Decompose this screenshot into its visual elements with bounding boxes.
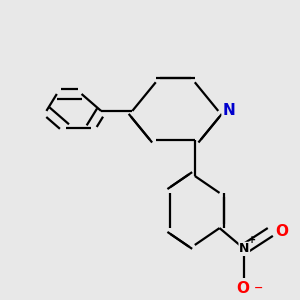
Text: O: O (275, 224, 288, 239)
Text: O: O (236, 281, 250, 296)
Text: −: − (254, 283, 263, 293)
Text: N: N (222, 103, 235, 118)
Text: +: + (248, 235, 256, 245)
Text: N: N (239, 242, 250, 255)
